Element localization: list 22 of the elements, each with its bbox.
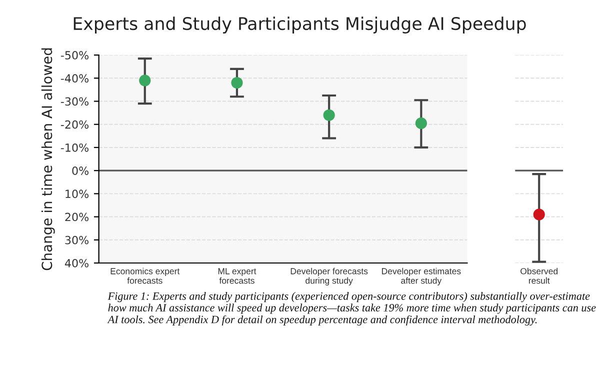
point [415, 117, 427, 130]
caption: Figure 1: Experts and study participants (experienced open-source contributors) substantially over-estimate how much AI assistance will speed up developers—tasks take 19% more time when study participants can use AI tools. See Appendix D for detail on speedup percentage and confidence interval methodology. [107, 292, 596, 326]
y-tick-label: 0% [72, 166, 88, 175]
x-tick-label: Economics expert forecasts [110, 268, 180, 284]
y-tick-label: 20% [65, 212, 88, 222]
y-tick-label: -40% [60, 74, 88, 83]
y-tick-label: -50% [60, 51, 88, 60]
x-tick-label: Observed result [520, 268, 558, 284]
y-tick-label: -30% [60, 97, 88, 106]
point [323, 109, 335, 121]
x-tick-label: ML expert forecasts [218, 268, 256, 284]
chart-title: Experts and Study Participants Misjudge AI Speedup [74, 16, 526, 34]
y-tick-label: -10% [60, 143, 88, 152]
x-tick-label: Developer estimates after study [382, 268, 461, 286]
point [231, 76, 243, 89]
y-tick-label: -20% [60, 120, 88, 129]
y-tick-label: 10% [66, 190, 88, 198]
y-tick-label: 40% [64, 258, 88, 268]
y-axis-title: Change in time when AI allowed [41, 48, 55, 270]
point [139, 74, 151, 86]
y-tick-label: 30% [65, 236, 88, 244]
x-tick-label: Developer forecasts during study [290, 268, 368, 286]
